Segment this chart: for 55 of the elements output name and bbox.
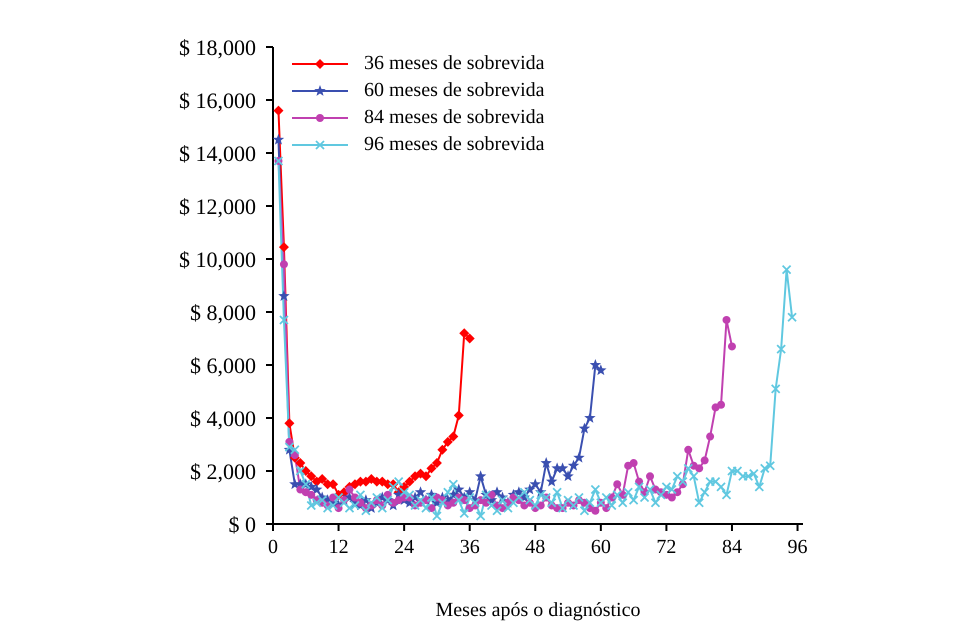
point [590, 359, 602, 370]
y-tick-label: $ 14,000 [179, 140, 256, 166]
legend-label: 60 meses de sobrevida [364, 78, 545, 103]
point [273, 134, 284, 145]
point [573, 452, 585, 463]
y-tick-label: $ 8,000 [190, 300, 256, 325]
y-tick-label: $ 2,000 [190, 458, 256, 484]
point [562, 470, 574, 482]
point [437, 444, 448, 455]
point [426, 463, 436, 474]
point [448, 432, 458, 442]
x-tick-label: 36 [460, 536, 480, 558]
point [284, 418, 294, 428]
legend-label: 84 meses de sobrevida [364, 105, 545, 130]
x-tick-label: 84 [722, 536, 742, 558]
x-tick-label: 96 [788, 536, 808, 558]
point [278, 290, 290, 301]
point [464, 334, 475, 344]
point [295, 458, 306, 468]
x-tick-label: 24 [394, 536, 414, 558]
y-tick-label: $ 18,000 [179, 34, 256, 60]
point [414, 486, 426, 498]
point [546, 476, 558, 486]
y-tick-label: $ 16,000 [179, 88, 256, 113]
point [454, 410, 464, 420]
point [595, 364, 607, 376]
point [420, 471, 431, 482]
point [404, 476, 415, 487]
y-tick-label: $ 12,000 [179, 194, 256, 219]
point [317, 474, 328, 484]
x-tick-label: 12 [328, 536, 349, 558]
point [432, 458, 442, 468]
y-tick-label: $ 4,000 [190, 406, 256, 431]
y-tick-label: $ 6,000 [190, 352, 256, 378]
legend-label: 96 meses de sobrevida [364, 132, 545, 157]
x-tick-label: 48 [525, 536, 546, 558]
point [474, 470, 486, 482]
x-axis-title: Meses após o diagnóstico [436, 599, 640, 621]
y-tick-label: $ 0 [228, 512, 256, 537]
point [273, 106, 284, 116]
point [568, 460, 580, 471]
point [530, 478, 541, 490]
x-tick-label: 60 [590, 536, 611, 558]
x-tick-label: 0 [268, 536, 278, 558]
y-tick-label: $ 10,000 [179, 246, 256, 272]
point [578, 422, 590, 434]
point [442, 436, 453, 447]
point [584, 412, 596, 423]
legend-label: 36 meses de sobrevida [364, 51, 545, 76]
point [459, 328, 470, 338]
point [278, 242, 289, 252]
point [540, 457, 552, 468]
point [306, 471, 316, 482]
point [453, 484, 464, 494]
x-tick-label: 72 [656, 536, 676, 558]
